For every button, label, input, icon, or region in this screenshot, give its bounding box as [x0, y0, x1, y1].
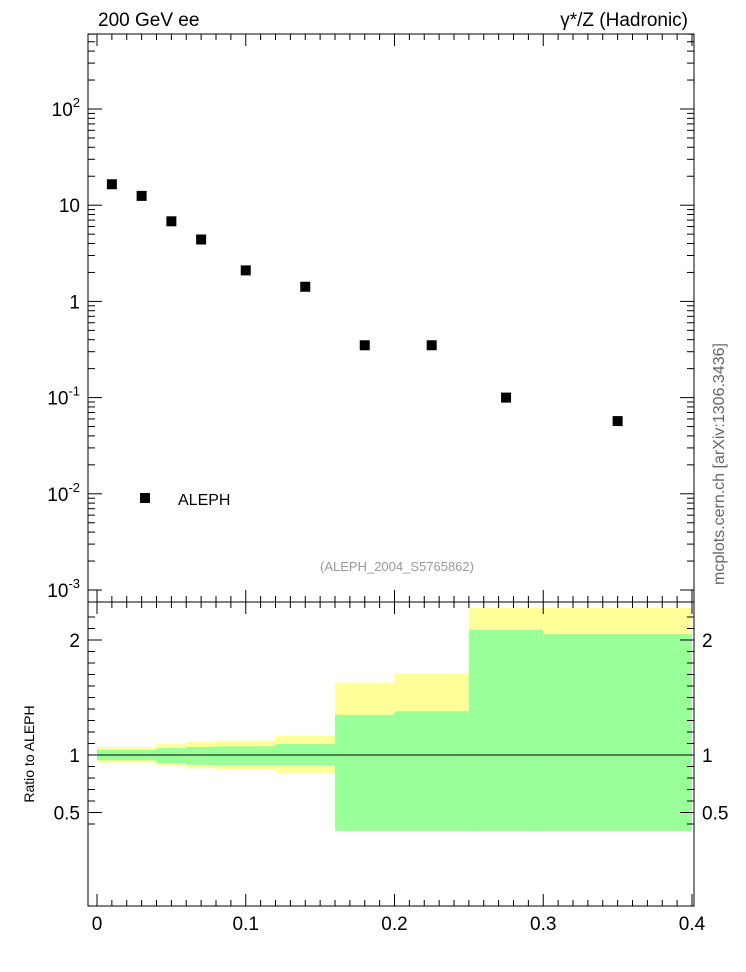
legend-marker [140, 493, 150, 503]
y-tick-label: 1 [69, 292, 80, 313]
data-point [300, 281, 311, 292]
data-point [359, 340, 370, 351]
ratio-y-tick-label: 0.5 [54, 804, 80, 825]
x-tick-label: 0.3 [530, 914, 556, 935]
green-band [216, 746, 276, 766]
data-point [426, 340, 437, 351]
x-tick-label: 0.2 [381, 914, 407, 935]
data-point [196, 234, 207, 245]
y-tick-label: 10-1 [47, 384, 80, 410]
ratio-y-tick-label: 1 [69, 746, 80, 767]
data-point [136, 190, 147, 201]
green-band [186, 746, 216, 765]
ratio-panel-frame [87, 601, 695, 907]
ratio-y-tick-label: 2 [69, 631, 80, 652]
y-tick-label: 10 [59, 196, 80, 217]
green-band [543, 634, 692, 831]
green-band [468, 629, 544, 831]
x-tick-label: 0.4 [679, 914, 706, 935]
green-band [335, 714, 395, 831]
y-tick-label: 10-3 [47, 576, 80, 602]
data-point [612, 416, 623, 427]
y-tick-label: 10-2 [47, 480, 80, 506]
side-label: mcplots.cern.ch [arXiv:1306.3436] [711, 343, 728, 585]
analysis-label: (ALEPH_2004_S5765862) [320, 559, 474, 574]
main-panel-frame [87, 33, 695, 603]
data-point [240, 265, 251, 276]
green-band [394, 711, 469, 831]
main-panel: 10-3 10-2 10-1 1 10 102 ALEPH [47, 33, 695, 603]
green-band [156, 748, 187, 764]
x-tick-label: 0 [92, 914, 103, 935]
legend: ALEPH [140, 492, 230, 509]
header-right: γ*/Z (Hadronic) [560, 10, 688, 31]
main-panel-y-tick-labels: 10-3 10-2 10-1 1 10 102 [47, 95, 80, 602]
main-panel-ticks [88, 33, 694, 602]
y-tick-label: 102 [52, 95, 80, 121]
ratio-y-tick-label-right: 2 [702, 631, 713, 652]
ratio-panel-tick-labels: 0.5 0.5 1 1 2 2 0 0.1 0.2 0.3 0.4 [54, 631, 729, 935]
ratio-panel-ticks [88, 602, 694, 906]
data-point [501, 392, 512, 403]
ratio-y-tick-label-right: 1 [702, 746, 713, 767]
ratio-bands [97, 607, 692, 831]
header-left: 200 GeV ee [98, 10, 199, 31]
x-tick-label: 0.1 [233, 914, 259, 935]
legend-label: ALEPH [178, 492, 230, 509]
data-point [166, 216, 177, 227]
ratio-y-tick-label-right: 0.5 [702, 804, 728, 825]
data-point [106, 179, 117, 190]
ratio-y-label: Ratio to ALEPH [21, 705, 37, 802]
ratio-panel: 0.5 0.5 1 1 2 2 0 0.1 0.2 0.3 0.4 Ratio to ALEPH [21, 601, 729, 935]
data-points [106, 179, 623, 427]
